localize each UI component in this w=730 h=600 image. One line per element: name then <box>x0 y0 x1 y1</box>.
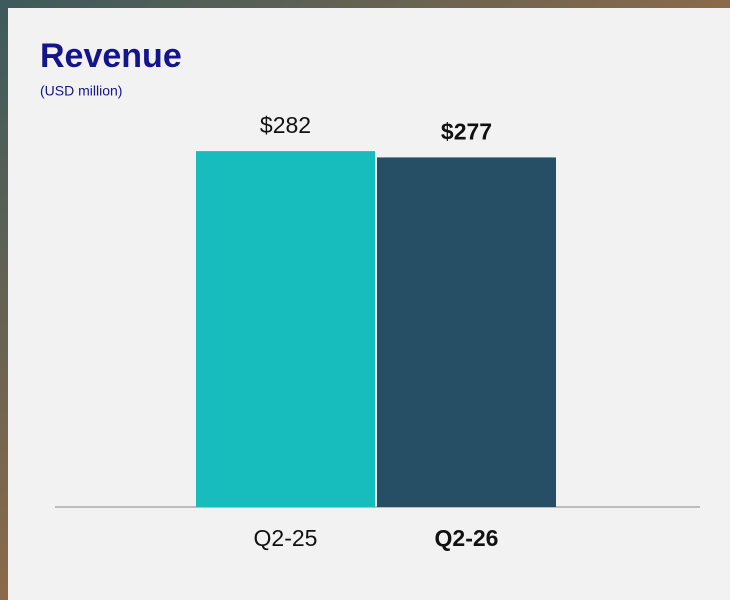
bar <box>196 151 375 507</box>
x-tick-label: Q2-25 <box>254 525 318 551</box>
bar <box>377 157 556 507</box>
value-label: $277 <box>441 119 492 145</box>
chart: Revenue (USD million) $282 Q2-25 $277 Q2-26 <box>0 0 730 600</box>
x-tick-label: Q2-26 <box>435 525 499 551</box>
value-label: $282 <box>260 112 311 138</box>
chart-title: Revenue <box>40 37 182 75</box>
chart-subtitle: (USD million) <box>40 83 122 99</box>
